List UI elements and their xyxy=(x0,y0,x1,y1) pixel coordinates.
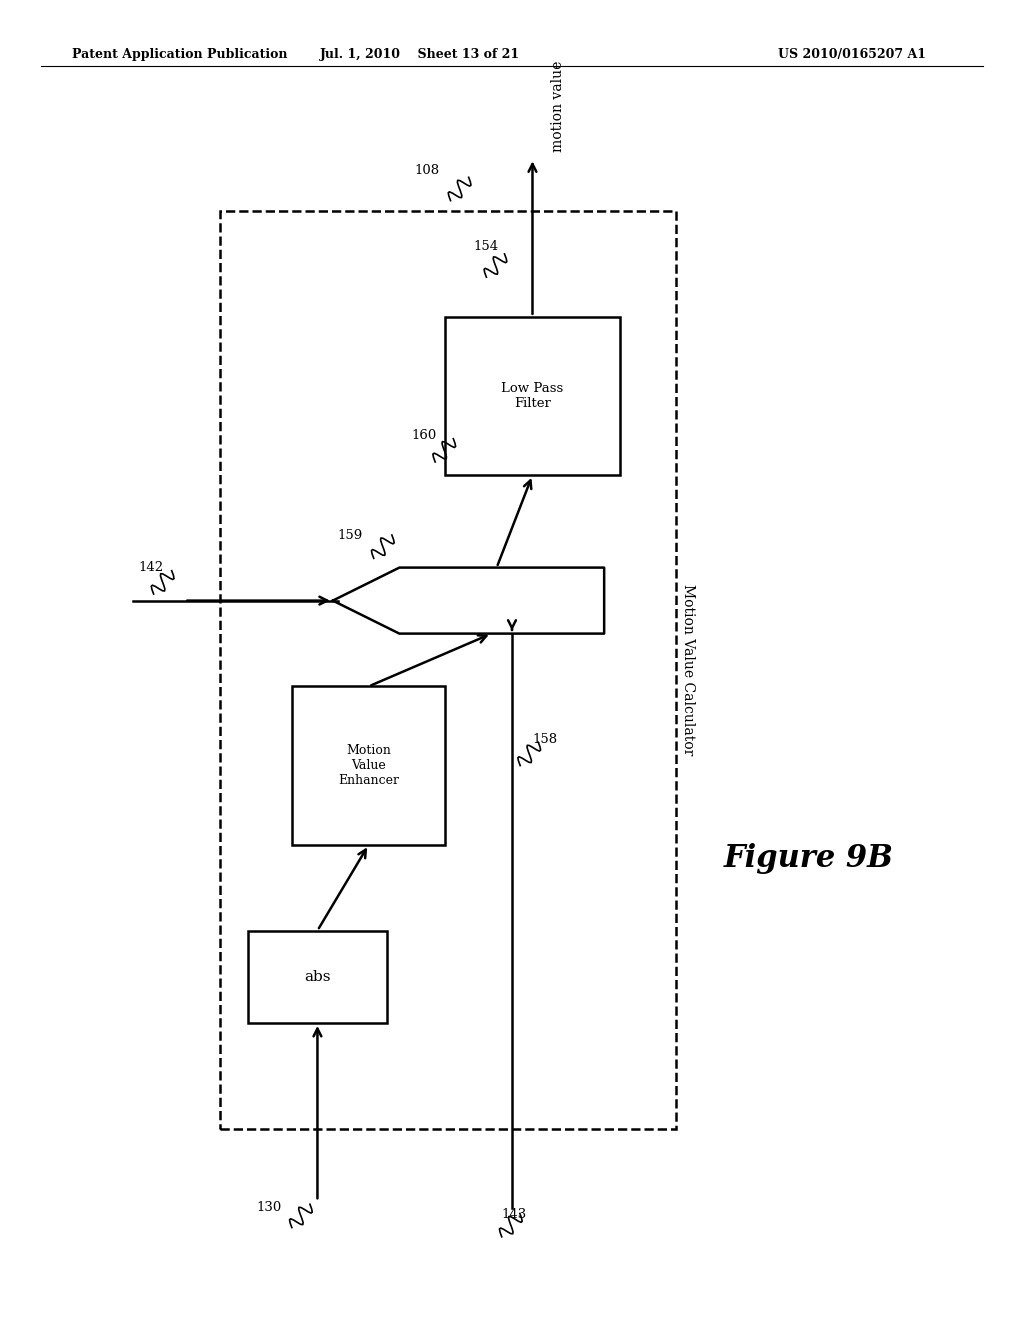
Text: Figure 9B: Figure 9B xyxy=(724,842,894,874)
Text: Low Pass
Filter: Low Pass Filter xyxy=(502,381,563,411)
Text: 130: 130 xyxy=(256,1201,282,1214)
Text: 154: 154 xyxy=(473,240,499,253)
Bar xyxy=(220,211,676,1129)
Text: 143: 143 xyxy=(502,1208,527,1221)
Text: Motion
Value
Enhancer: Motion Value Enhancer xyxy=(338,744,399,787)
Text: 158: 158 xyxy=(532,733,558,746)
Text: Jul. 1, 2010    Sheet 13 of 21: Jul. 1, 2010 Sheet 13 of 21 xyxy=(319,48,520,61)
Text: 108: 108 xyxy=(415,164,440,177)
Text: US 2010/0165207 A1: US 2010/0165207 A1 xyxy=(778,48,927,61)
Text: 159: 159 xyxy=(338,529,364,543)
Text: 160: 160 xyxy=(412,429,437,442)
Bar xyxy=(292,686,445,845)
Text: Patent Application Publication: Patent Application Publication xyxy=(72,48,287,61)
Text: motion value: motion value xyxy=(551,61,565,152)
Polygon shape xyxy=(333,568,604,634)
Text: Motion Value Calculator: Motion Value Calculator xyxy=(681,585,695,755)
Text: abs: abs xyxy=(304,970,331,983)
Bar xyxy=(445,317,620,475)
Bar xyxy=(248,931,387,1023)
Text: 142: 142 xyxy=(138,561,164,574)
